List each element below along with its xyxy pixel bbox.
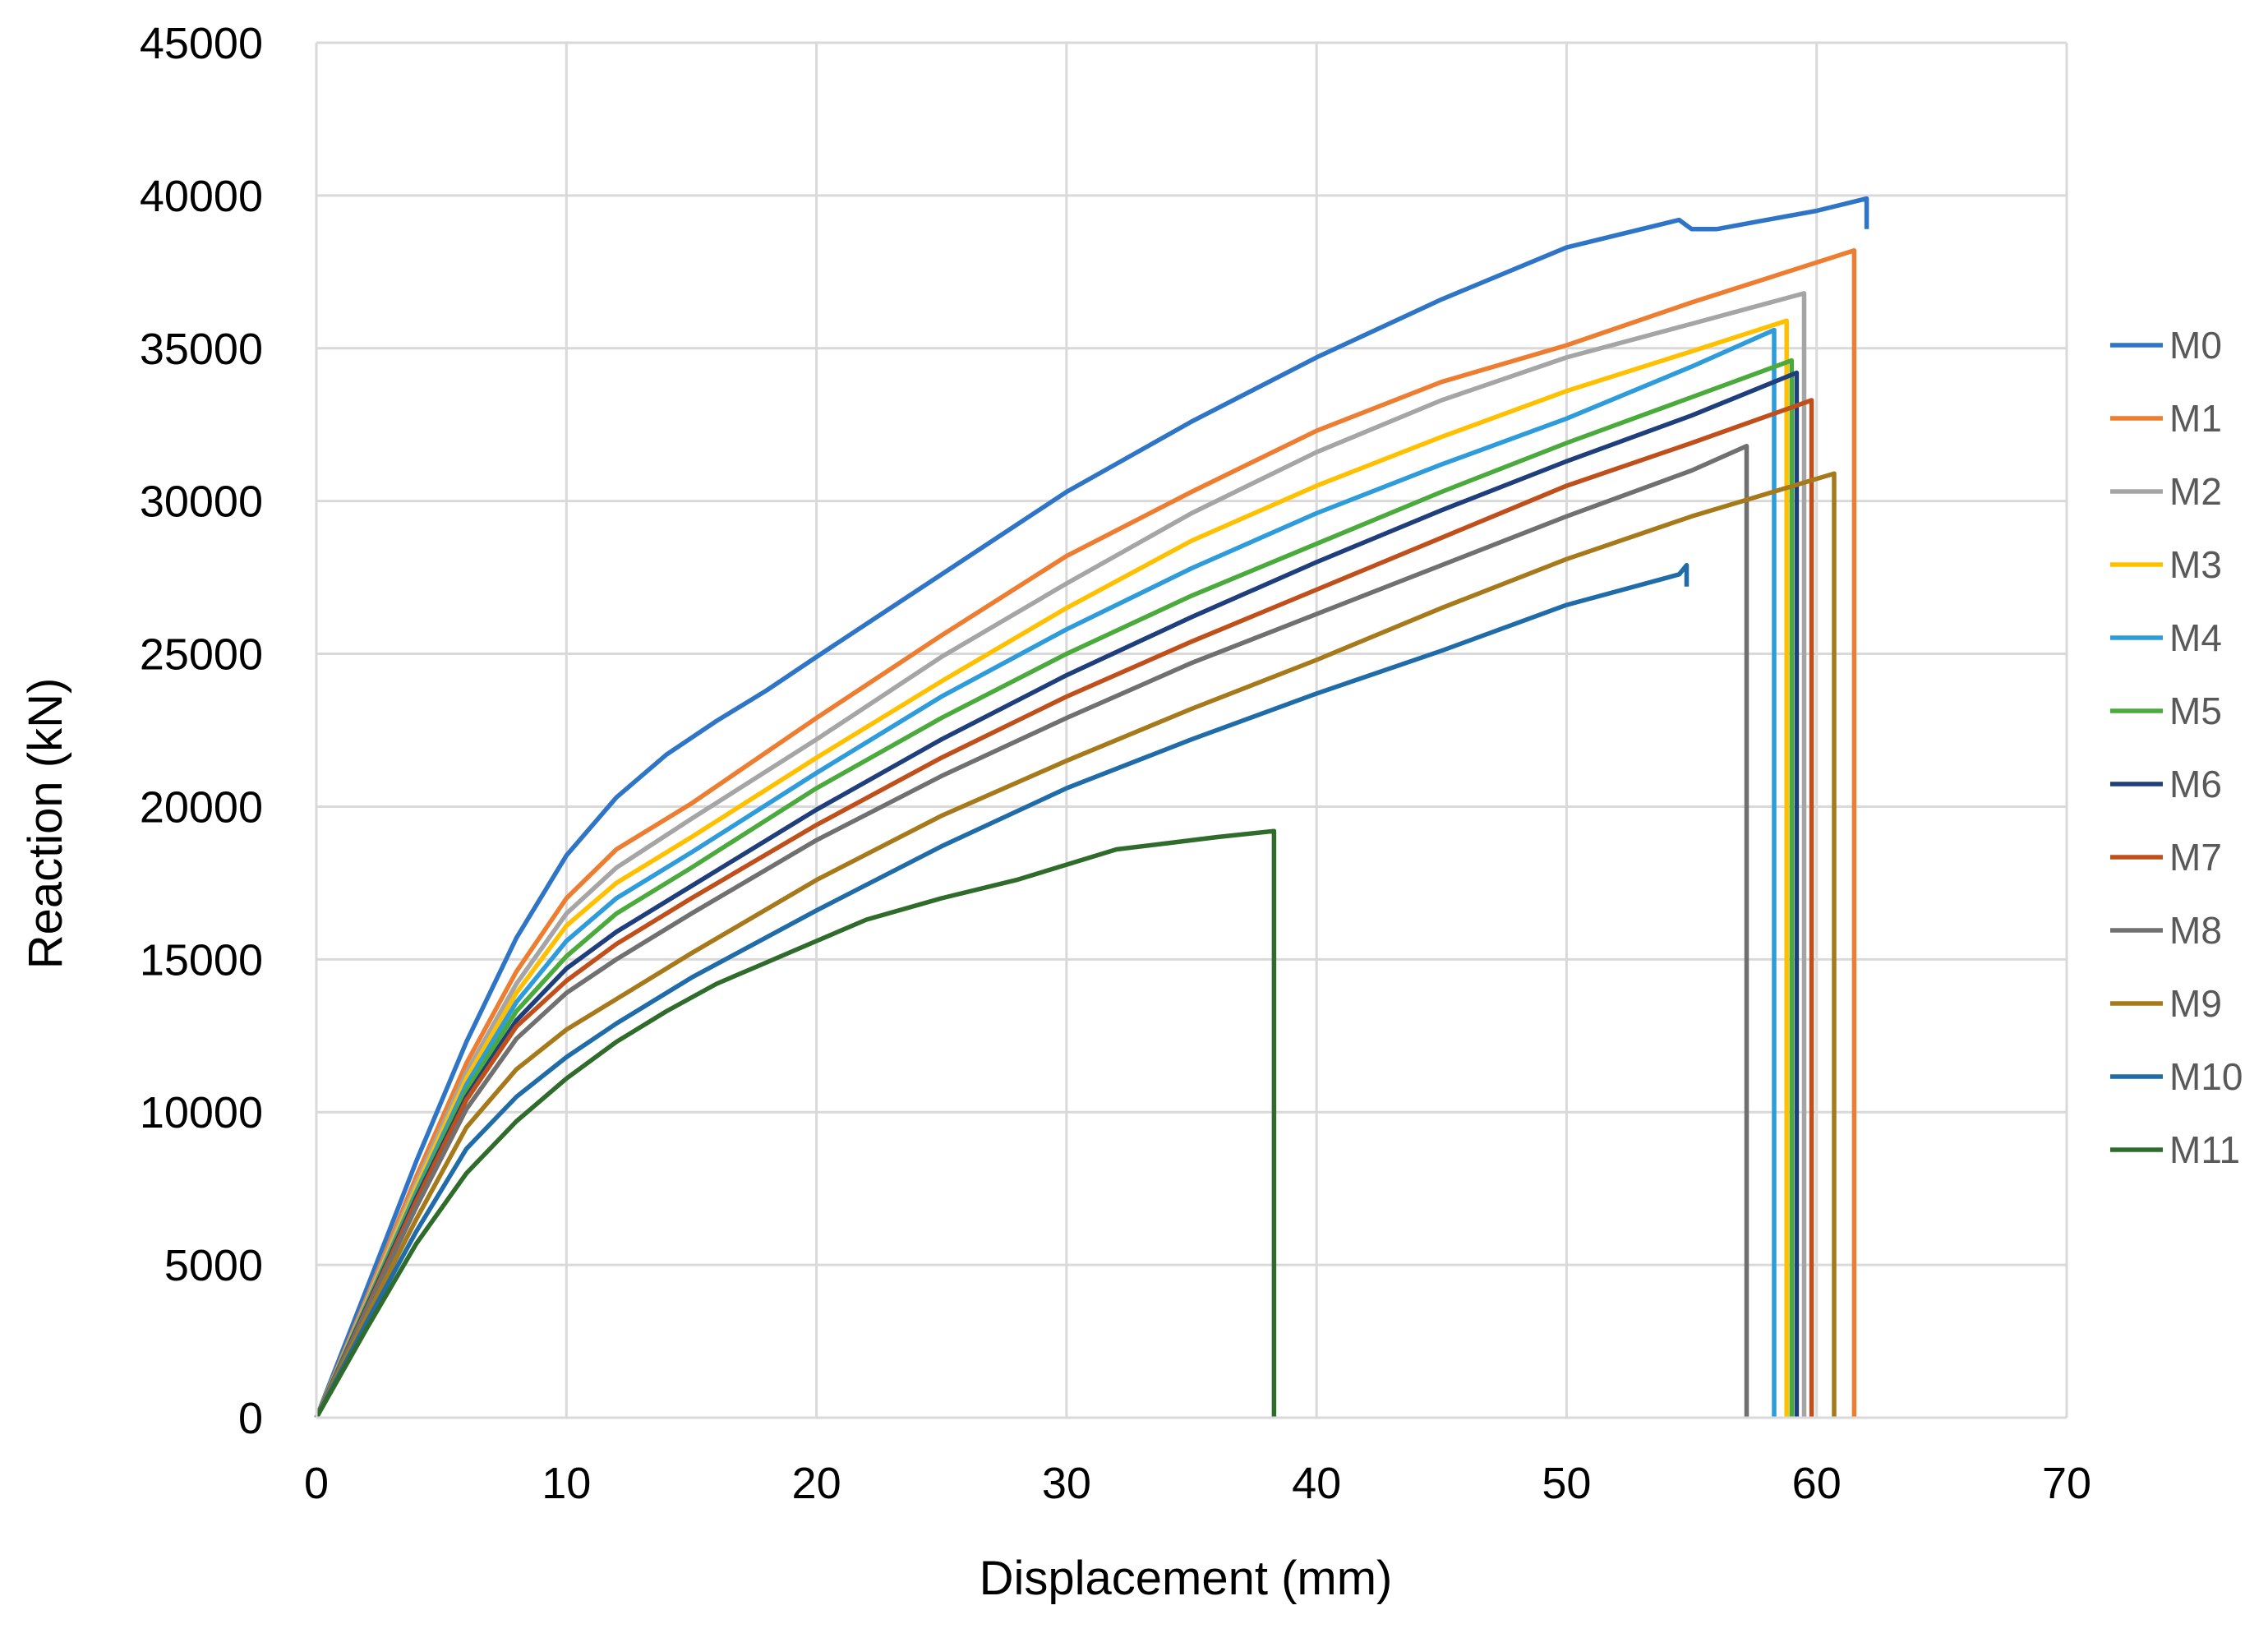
legend-item: M8 — [2110, 909, 2222, 952]
legend-item: M9 — [2110, 982, 2222, 1025]
series-line-m7 — [314, 398, 1814, 1419]
series-line-m5 — [314, 358, 1795, 1419]
series-line-m9 — [314, 471, 1837, 1419]
y-tick-label: 45000 — [140, 19, 263, 68]
legend-label: M0 — [2169, 324, 2222, 367]
series-line-m3 — [314, 318, 1789, 1419]
series-line-m4 — [314, 327, 1777, 1419]
axes: 0 5000 10000 15000 20000 25000 30000 35000 40000… — [140, 19, 2091, 1508]
legend: M0 M1 M2 M3 M4 M5 M6 M7 M8 M9 M10 M11 — [2110, 324, 2243, 1171]
x-tick-label: 50 — [1542, 1459, 1591, 1508]
series-line-m10 — [314, 562, 1689, 1419]
y-tick-label: 20000 — [140, 782, 263, 832]
series-line-m11 — [314, 828, 1277, 1419]
legend-label: M7 — [2169, 836, 2222, 879]
y-tick-label: 40000 — [140, 172, 263, 221]
legend-item: M2 — [2110, 470, 2222, 513]
legend-label: M6 — [2169, 763, 2222, 805]
series-lines — [314, 196, 1869, 1419]
legend-item: M0 — [2110, 324, 2222, 367]
series-line-m1 — [314, 248, 1857, 1419]
x-tick-label: 70 — [2042, 1459, 2091, 1508]
series-line-m2 — [314, 291, 1807, 1419]
y-tick-label: 10000 — [140, 1088, 263, 1137]
x-tick-label: 30 — [1042, 1459, 1091, 1508]
legend-item: M7 — [2110, 836, 2222, 879]
legend-label: M3 — [2169, 543, 2222, 586]
y-tick-label: 15000 — [140, 935, 263, 985]
x-axis-title: Displacement (mm) — [980, 1552, 1393, 1605]
legend-item: M10 — [2110, 1055, 2243, 1098]
legend-label: M11 — [2169, 1128, 2240, 1171]
series-line-m8 — [314, 443, 1749, 1419]
x-tick-label: 40 — [1292, 1459, 1341, 1508]
legend-label: M10 — [2169, 1055, 2243, 1098]
x-tick-label: 60 — [1792, 1459, 1842, 1508]
x-tick-label: 10 — [542, 1459, 591, 1508]
y-tick-label: 0 — [238, 1394, 263, 1443]
legend-item: M4 — [2110, 616, 2222, 659]
y-tick-label: 35000 — [140, 325, 263, 374]
legend-label: M1 — [2169, 397, 2222, 440]
series-line-m0 — [314, 196, 1869, 1418]
legend-label: M2 — [2169, 470, 2222, 513]
legend-item: M1 — [2110, 397, 2222, 440]
y-tick-label: 30000 — [140, 477, 263, 527]
legend-item: M3 — [2110, 543, 2222, 586]
y-tick-label: 5000 — [164, 1241, 263, 1290]
legend-label: M9 — [2169, 982, 2222, 1025]
legend-label: M8 — [2169, 909, 2222, 952]
x-tick-label: 20 — [792, 1459, 841, 1508]
legend-item: M6 — [2110, 763, 2222, 805]
x-tick-label: 0 — [304, 1459, 329, 1508]
series-line-m6 — [314, 370, 1800, 1419]
legend-item: M11 — [2110, 1128, 2240, 1171]
legend-item: M5 — [2110, 690, 2222, 732]
legend-label: M4 — [2169, 616, 2222, 659]
y-tick-label: 25000 — [140, 630, 263, 680]
legend-label: M5 — [2169, 690, 2222, 732]
y-axis-title: Reaction (kN) — [19, 678, 72, 970]
